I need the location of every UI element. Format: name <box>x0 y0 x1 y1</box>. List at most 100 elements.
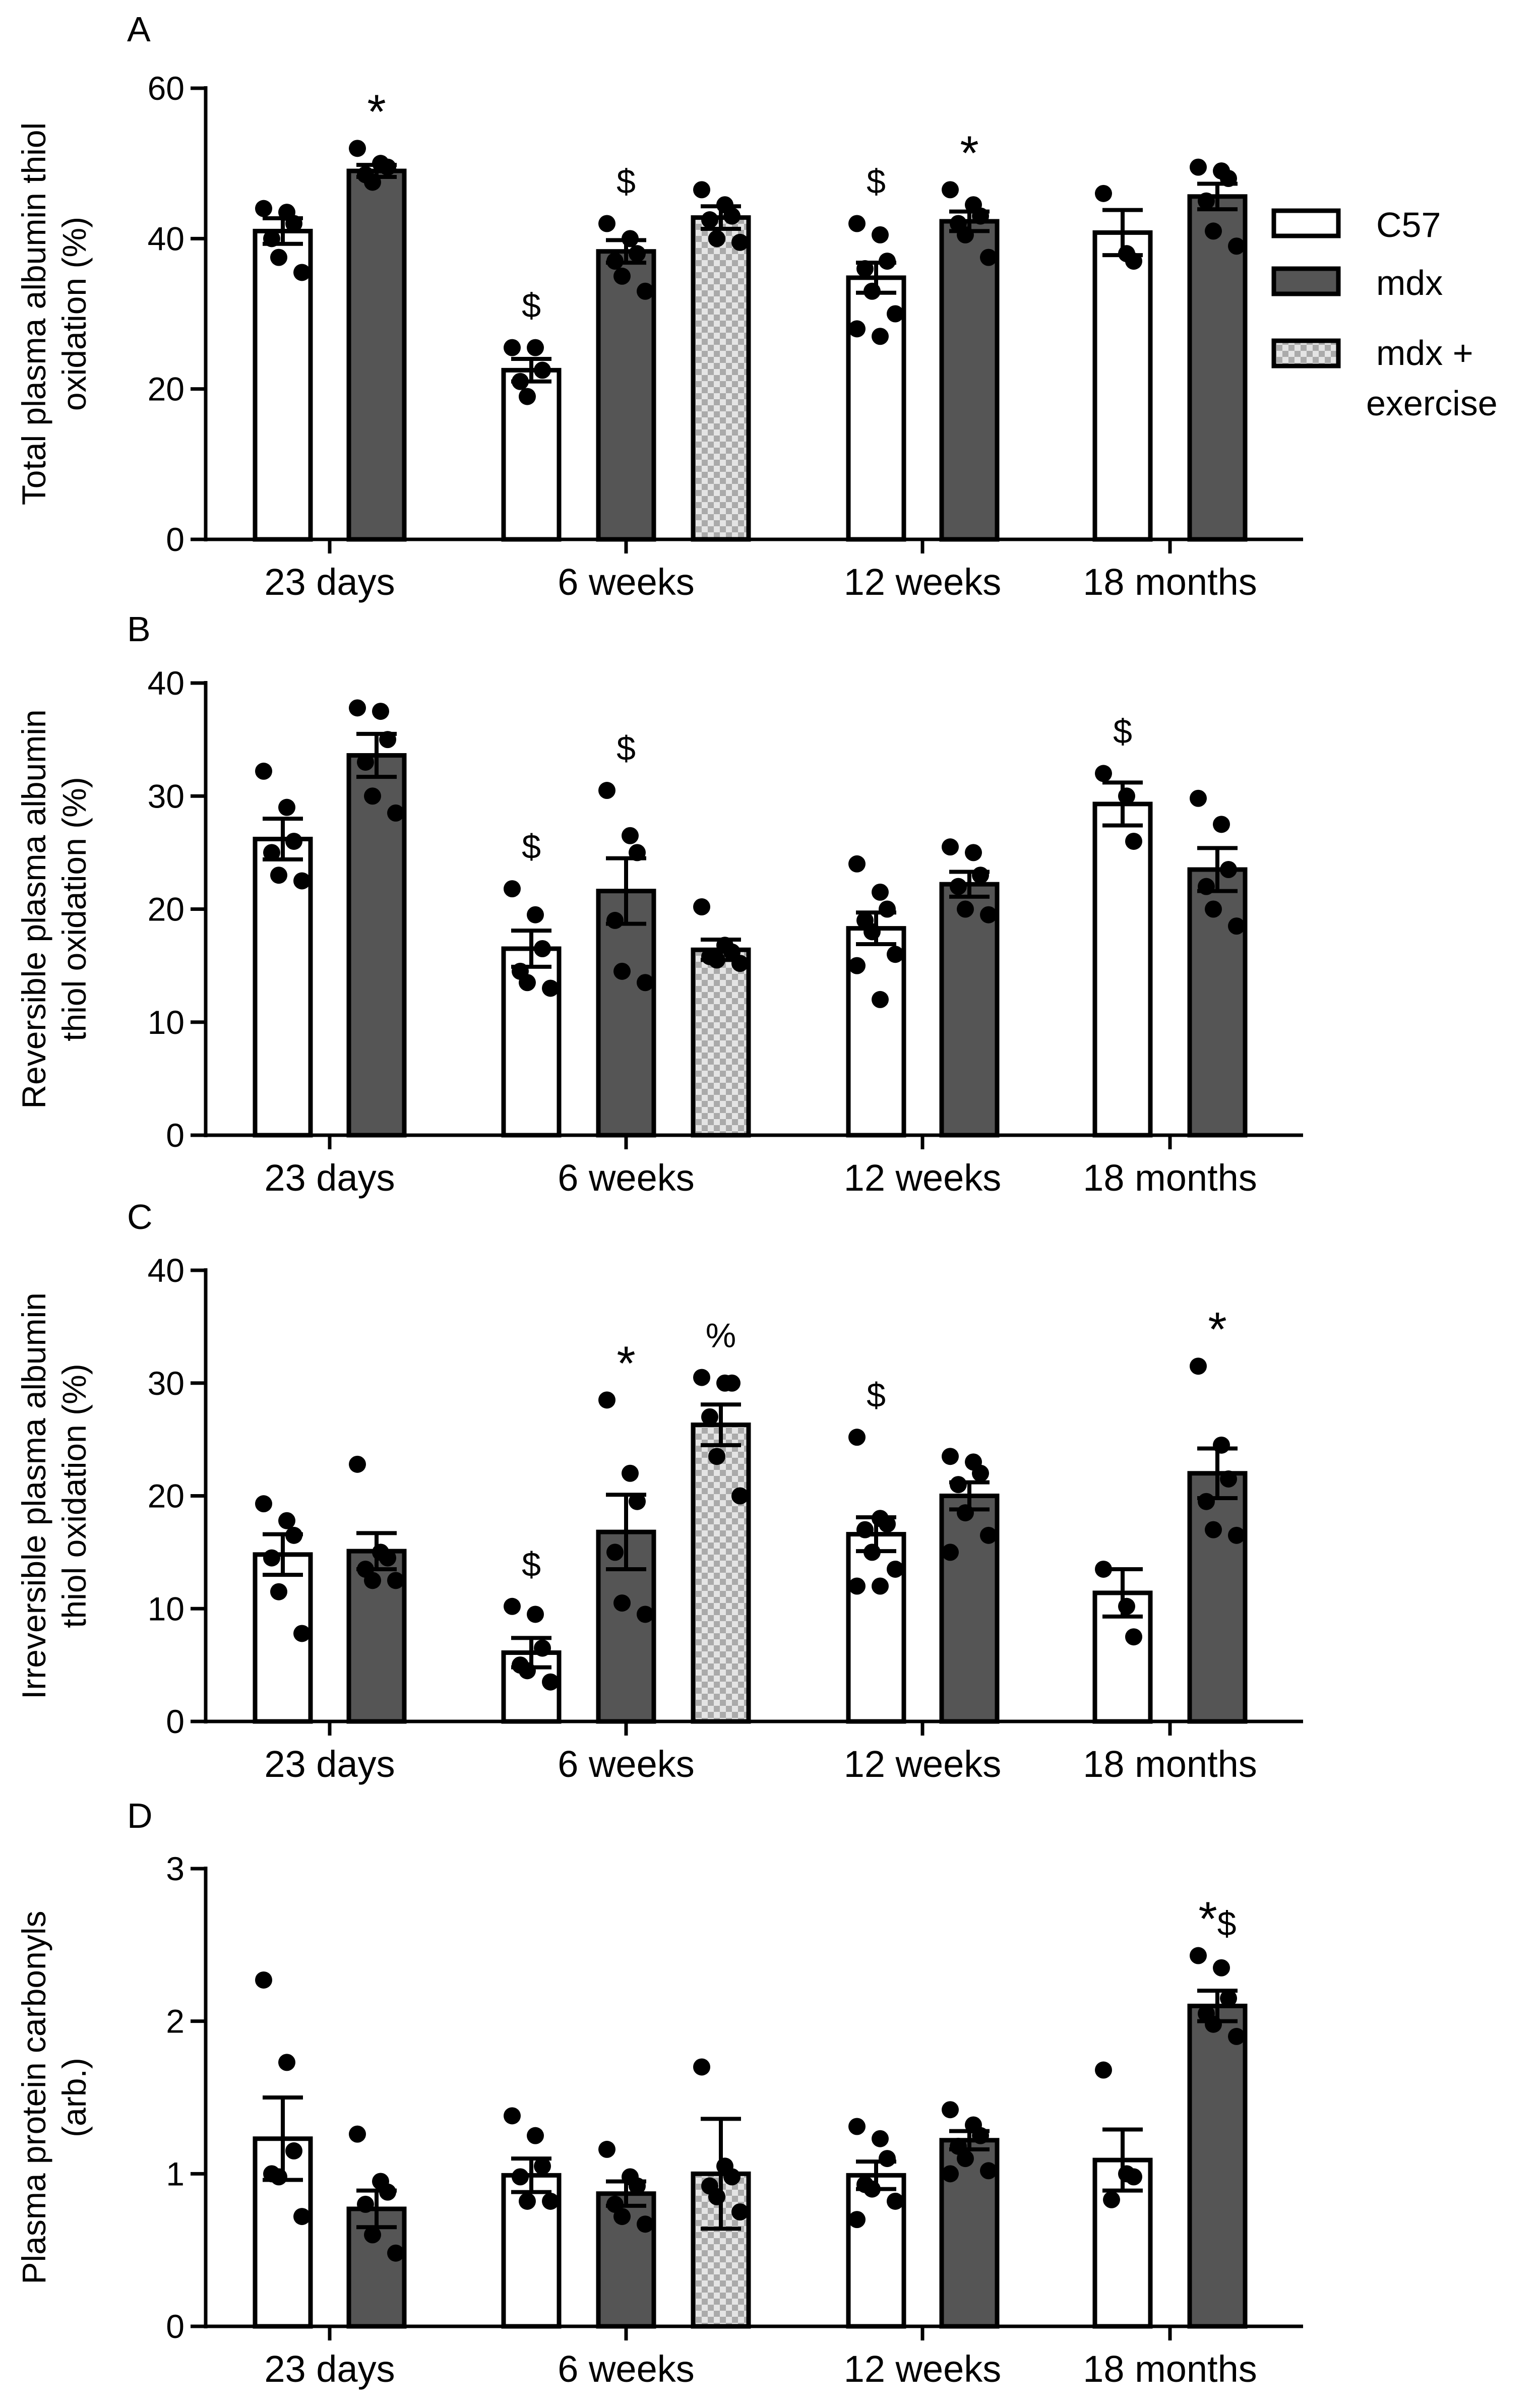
panel-b-point-c57 <box>255 762 272 780</box>
panel-c-point-mdx <box>980 1526 997 1544</box>
legend-label-mdx-exercise-line1: mdx + <box>1376 333 1473 373</box>
panel-b-point-c57 <box>270 867 287 884</box>
panel-d-point-c57 <box>534 2157 551 2175</box>
panel-d-point-c57 <box>293 2208 311 2226</box>
panel-a-point-c57 <box>872 226 889 243</box>
panel-a-category-label: 23 days <box>264 561 395 603</box>
panel-a-point-c57 <box>887 305 904 323</box>
panel-d-point-c57 <box>504 2107 521 2125</box>
panel-d-ylabel-line2: (arb.) <box>55 2058 93 2137</box>
panel-d-point-c57 <box>512 2168 529 2186</box>
panel-b-point-c57 <box>285 832 302 850</box>
panel-c-category-label: 12 weeks <box>844 1743 1002 1785</box>
panel-b-point-mdx <box>622 827 639 844</box>
legend-label-c57: C57 <box>1376 205 1441 244</box>
panel-b-point-mdx <box>1190 789 1207 807</box>
panel-a-point-mdx <box>379 158 396 176</box>
panel-b-category-label: 6 weeks <box>558 1157 694 1199</box>
panel-b-point-c57 <box>278 798 295 816</box>
panel-c-point-c57 <box>848 1429 866 1446</box>
panel-c-category-label: 23 days <box>264 1743 395 1785</box>
panel-c-bar-mdx-exercise <box>691 1423 751 1724</box>
panel-d-point-c57 <box>887 2192 904 2210</box>
panel-b-point-mdx <box>387 804 404 822</box>
panel-c-point-mdx <box>1190 1357 1207 1375</box>
panel-b-bar-c57 <box>1092 801 1153 1138</box>
panel-c-ytick-label: 20 <box>148 1477 184 1515</box>
panel-a-point-c57 <box>1095 184 1112 202</box>
panel-a-point-mdx <box>1228 237 1245 255</box>
panel-b-point-mdx <box>950 878 967 895</box>
panel-c-point-c57 <box>887 1560 904 1578</box>
panel-a-bar-mdx <box>939 219 1000 542</box>
panel-c-point-mdx-exercise <box>731 1487 749 1505</box>
panel-c-annotation-c57: $ <box>867 1376 886 1414</box>
panel-a: Total plasma albumin thiol oxidation (%) 0… <box>15 70 1303 603</box>
panel-c-point-mdx <box>942 1448 959 1465</box>
panel-d-point-mdx <box>598 2140 615 2158</box>
panel-b-point-mdx <box>349 699 366 717</box>
panel-b-ytick-label: 30 <box>148 777 184 815</box>
panel-c-point-c57 <box>542 1673 559 1691</box>
panel-b-bar-mdx-exercise <box>691 947 751 1138</box>
panel-d-point-mdx <box>357 2195 374 2213</box>
panel-a-point-mdx <box>598 215 615 232</box>
panel-b-point-mdx <box>1213 816 1230 833</box>
panel-a-ytick-label: 0 <box>166 521 184 558</box>
panel-b-point-c57 <box>1125 832 1142 850</box>
panel-d-point-c57 <box>542 2192 559 2210</box>
panel-letter-a: A <box>127 10 151 49</box>
panel-b-bar-mdx <box>596 889 656 1138</box>
panel-b-point-c57 <box>504 880 521 898</box>
panel-b-category-label: 12 weeks <box>844 1157 1002 1199</box>
panel-b-category-label: 23 days <box>264 1157 395 1199</box>
panel-b-point-c57 <box>542 979 559 997</box>
panel-c-bar-mdx <box>1187 1471 1248 1724</box>
panel-c-point-mdx <box>349 1455 366 1473</box>
panel-a-point-mdx <box>637 282 654 300</box>
panel-b-point-c57 <box>293 872 311 890</box>
panel-c-point-c57 <box>848 1577 866 1595</box>
panel-d-point-mdx <box>1190 1947 1207 1964</box>
panel-a-ytick-label: 40 <box>148 220 184 257</box>
panel-c-point-mdx <box>1228 1526 1245 1544</box>
panel-d-ytick-label: 1 <box>166 2155 184 2192</box>
panel-d-point-c57 <box>1103 2191 1120 2208</box>
panel-c-ytick-label: 30 <box>148 1365 184 1402</box>
panel-a-category-label: 12 weeks <box>844 561 1002 603</box>
panel-a-bar-mdx <box>346 168 407 542</box>
panel-a-point-mdx <box>1190 158 1207 176</box>
panel-a-point-mdx <box>1205 222 1222 240</box>
panel-a-point-c57 <box>270 249 287 266</box>
panel-a-ylabel-line1: Total plasma albumin thiol <box>15 122 52 505</box>
panel-a-category-label: 18 months <box>1083 561 1257 603</box>
panel-b-point-mdx <box>364 787 381 805</box>
panel-b-point-mdx <box>1205 900 1222 918</box>
panel-c: Irreversible plasma albumin thiol oxidati… <box>15 1252 1303 1785</box>
panel-b-ytick-label: 40 <box>148 664 184 702</box>
panel-b-point-c57 <box>263 844 280 861</box>
legend-swatch-mdx-exercise <box>1271 338 1341 368</box>
panel-b-point-mdx <box>357 753 374 771</box>
panel-b-annotation-c57: $ <box>522 828 541 866</box>
panel-c-point-mdx <box>1220 1470 1237 1488</box>
panel-d-point-mdx <box>387 2244 404 2262</box>
panel-d-point-c57 <box>527 2127 544 2144</box>
panel-c-point-c57 <box>1125 1628 1142 1646</box>
panel-c-point-mdx <box>972 1464 989 1482</box>
panel-d-ytick-label: 0 <box>166 2308 184 2345</box>
panel-d-category-label: 18 months <box>1083 2348 1257 2390</box>
panel-d-bar-mdx <box>1187 2003 1248 2329</box>
panel-d-point-mdx <box>980 2162 997 2180</box>
panel-c-point-c57 <box>534 1639 551 1657</box>
panel-c-category-label: 6 weeks <box>558 1743 694 1785</box>
panel-a-point-mdx <box>629 245 646 263</box>
panel-a-point-c57 <box>293 264 311 281</box>
panel-b-bar-mdx <box>939 882 1000 1138</box>
panel-b-ylabel-line1: Reversible plasma albumin <box>15 709 52 1108</box>
panel-a-point-mdx <box>942 181 959 199</box>
panel-c-point-c57 <box>293 1625 311 1642</box>
panel-b: Reversible plasma albumin thiol oxidation… <box>15 664 1303 1199</box>
panel-d-category-label: 6 weeks <box>558 2348 694 2390</box>
panel-d-point-mdx <box>957 2150 974 2168</box>
